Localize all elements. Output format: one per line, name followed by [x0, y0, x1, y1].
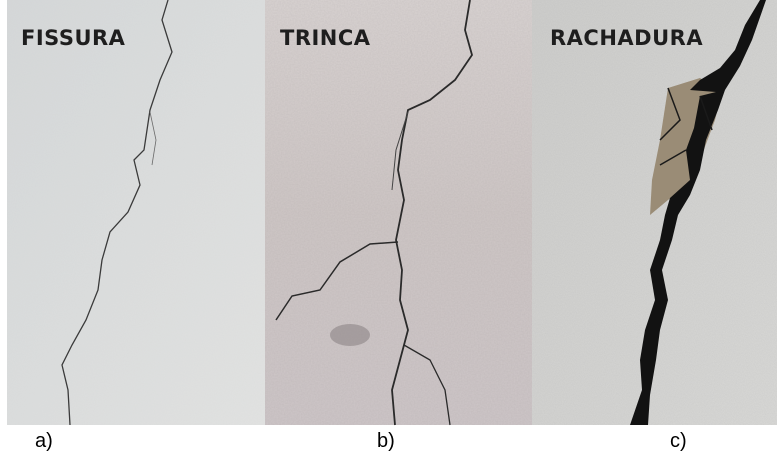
panel-title: RACHADURA	[550, 26, 703, 50]
wall-photo	[7, 0, 265, 425]
panel-trinca: TRINCA	[265, 0, 532, 425]
body: {"panels": [ {"title": "FISSURA", "capti…	[0, 0, 777, 456]
page: Fissura, Trinca, Rachadura html, body { …	[0, 0, 777, 456]
caption: c)	[670, 430, 687, 452]
wall-photo	[265, 0, 532, 425]
figure: FISSURA TRINCA RACHADURA a) b) c)	[0, 0, 777, 456]
panel-fissura: FISSURA	[7, 0, 265, 425]
caption: a)	[35, 430, 53, 452]
stain	[330, 324, 370, 346]
panel-rachadura: RACHADURA	[532, 0, 777, 425]
panel-title: TRINCA	[280, 26, 371, 50]
panel-title: FISSURA	[21, 26, 126, 50]
caption: b)	[377, 430, 395, 452]
